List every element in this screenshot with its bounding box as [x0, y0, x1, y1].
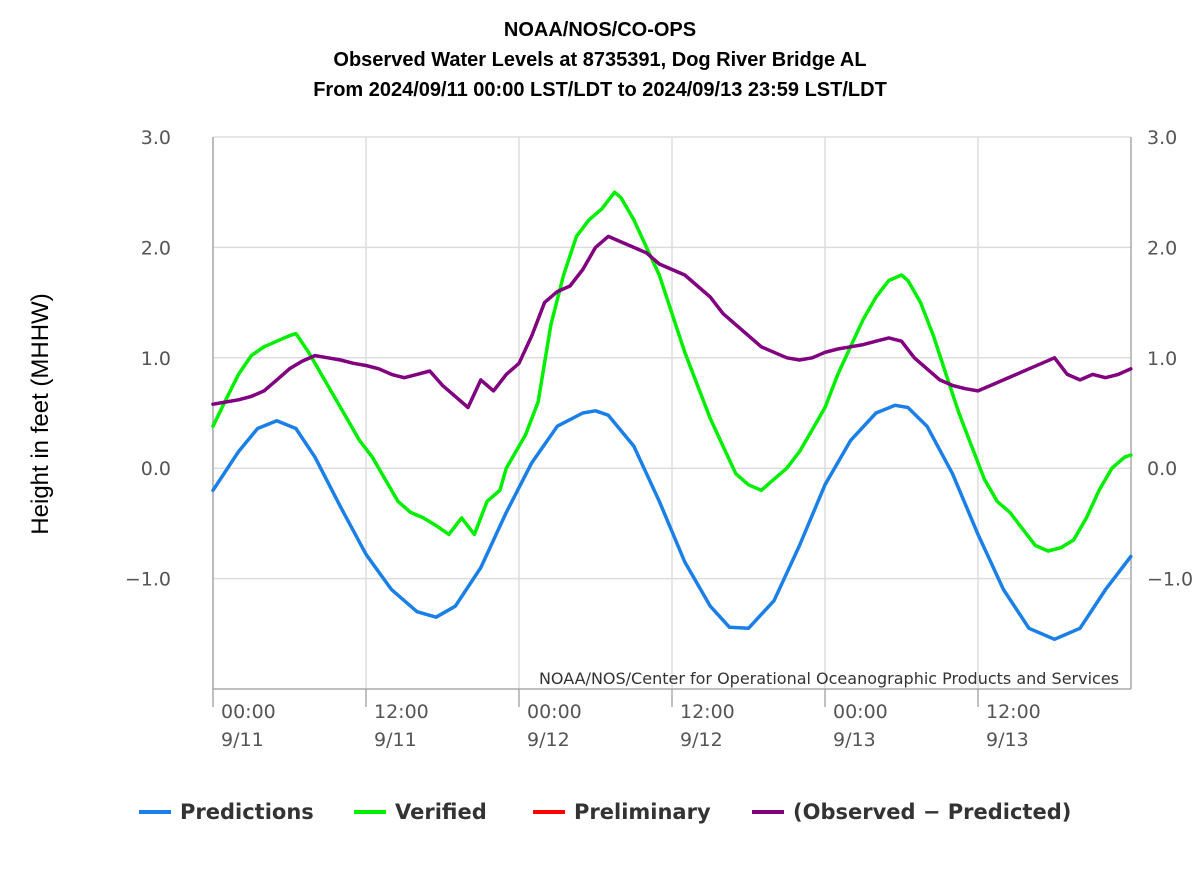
- y-tick-label-left: 2.0: [141, 237, 171, 259]
- x-tick-time: 12:00: [986, 701, 1041, 723]
- x-tick-date: 9/13: [833, 729, 876, 751]
- y-tick-label-left: 0.0: [141, 458, 171, 480]
- x-tick-time: 00:00: [527, 701, 582, 723]
- y-axis-left: 3.0 2.0 1.0 0.0 −1.0: [125, 127, 171, 591]
- y-axis-right: 3.0 2.0 1.0 0.0 −1.0: [1147, 127, 1193, 591]
- y-tick-label-right: 3.0: [1147, 127, 1177, 149]
- x-tick-time: 12:00: [374, 701, 429, 723]
- axes: [212, 137, 1132, 707]
- y-tick-label-right: 0.0: [1147, 458, 1177, 480]
- x-axis: 00:00 9/11 12:00 9/11 00:00 9/12 12:00 9/12 00:0…: [221, 701, 1041, 751]
- title-line-1: NOAA/NOS/CO-OPS: [504, 19, 696, 41]
- title-line-3: From 2024/09/11 00:00 LST/LDT to 2024/09…: [313, 79, 887, 101]
- title-line-2: Observed Water Levels at 8735391, Dog Ri…: [333, 49, 866, 71]
- y-tick-label-right: 1.0: [1147, 348, 1177, 370]
- y-tick-label-left: 1.0: [141, 348, 171, 370]
- credit-text: NOAA/NOS/Center for Operational Oceanogr…: [539, 669, 1119, 688]
- series-lines: [211, 190, 1133, 642]
- legend-label-1: Verified: [395, 800, 487, 824]
- y-axis-label: Height in feet (MHHW): [27, 293, 54, 534]
- series-line-3: [211, 234, 1133, 410]
- legend-label-3: (Observed − Predicted): [793, 800, 1071, 824]
- x-tick-date: 9/11: [221, 729, 264, 751]
- x-tick-date: 9/12: [680, 729, 723, 751]
- y-tick-label-right: 2.0: [1147, 237, 1177, 259]
- x-tick-time: 00:00: [833, 701, 888, 723]
- y-tick-label-left: −1.0: [125, 569, 171, 591]
- y-tick-label-right: −1.0: [1147, 569, 1193, 591]
- y-tick-label-left: 3.0: [141, 127, 171, 149]
- x-tick-date: 9/12: [527, 729, 570, 751]
- x-tick-date: 9/13: [986, 729, 1029, 751]
- legend-label-0: Predictions: [180, 800, 314, 824]
- x-tick-date: 9/11: [374, 729, 417, 751]
- chart-title: NOAA/NOS/CO-OPS Observed Water Levels at…: [313, 19, 887, 101]
- x-tick-time: 12:00: [680, 701, 735, 723]
- series-line-0: [211, 403, 1133, 642]
- legend-label-2: Preliminary: [574, 800, 711, 824]
- legend: Predictions Verified Preliminary (Observed …: [139, 800, 1071, 824]
- x-tick-time: 00:00: [221, 701, 276, 723]
- series-line-1: [211, 190, 1133, 553]
- grid: [212, 136, 1131, 689]
